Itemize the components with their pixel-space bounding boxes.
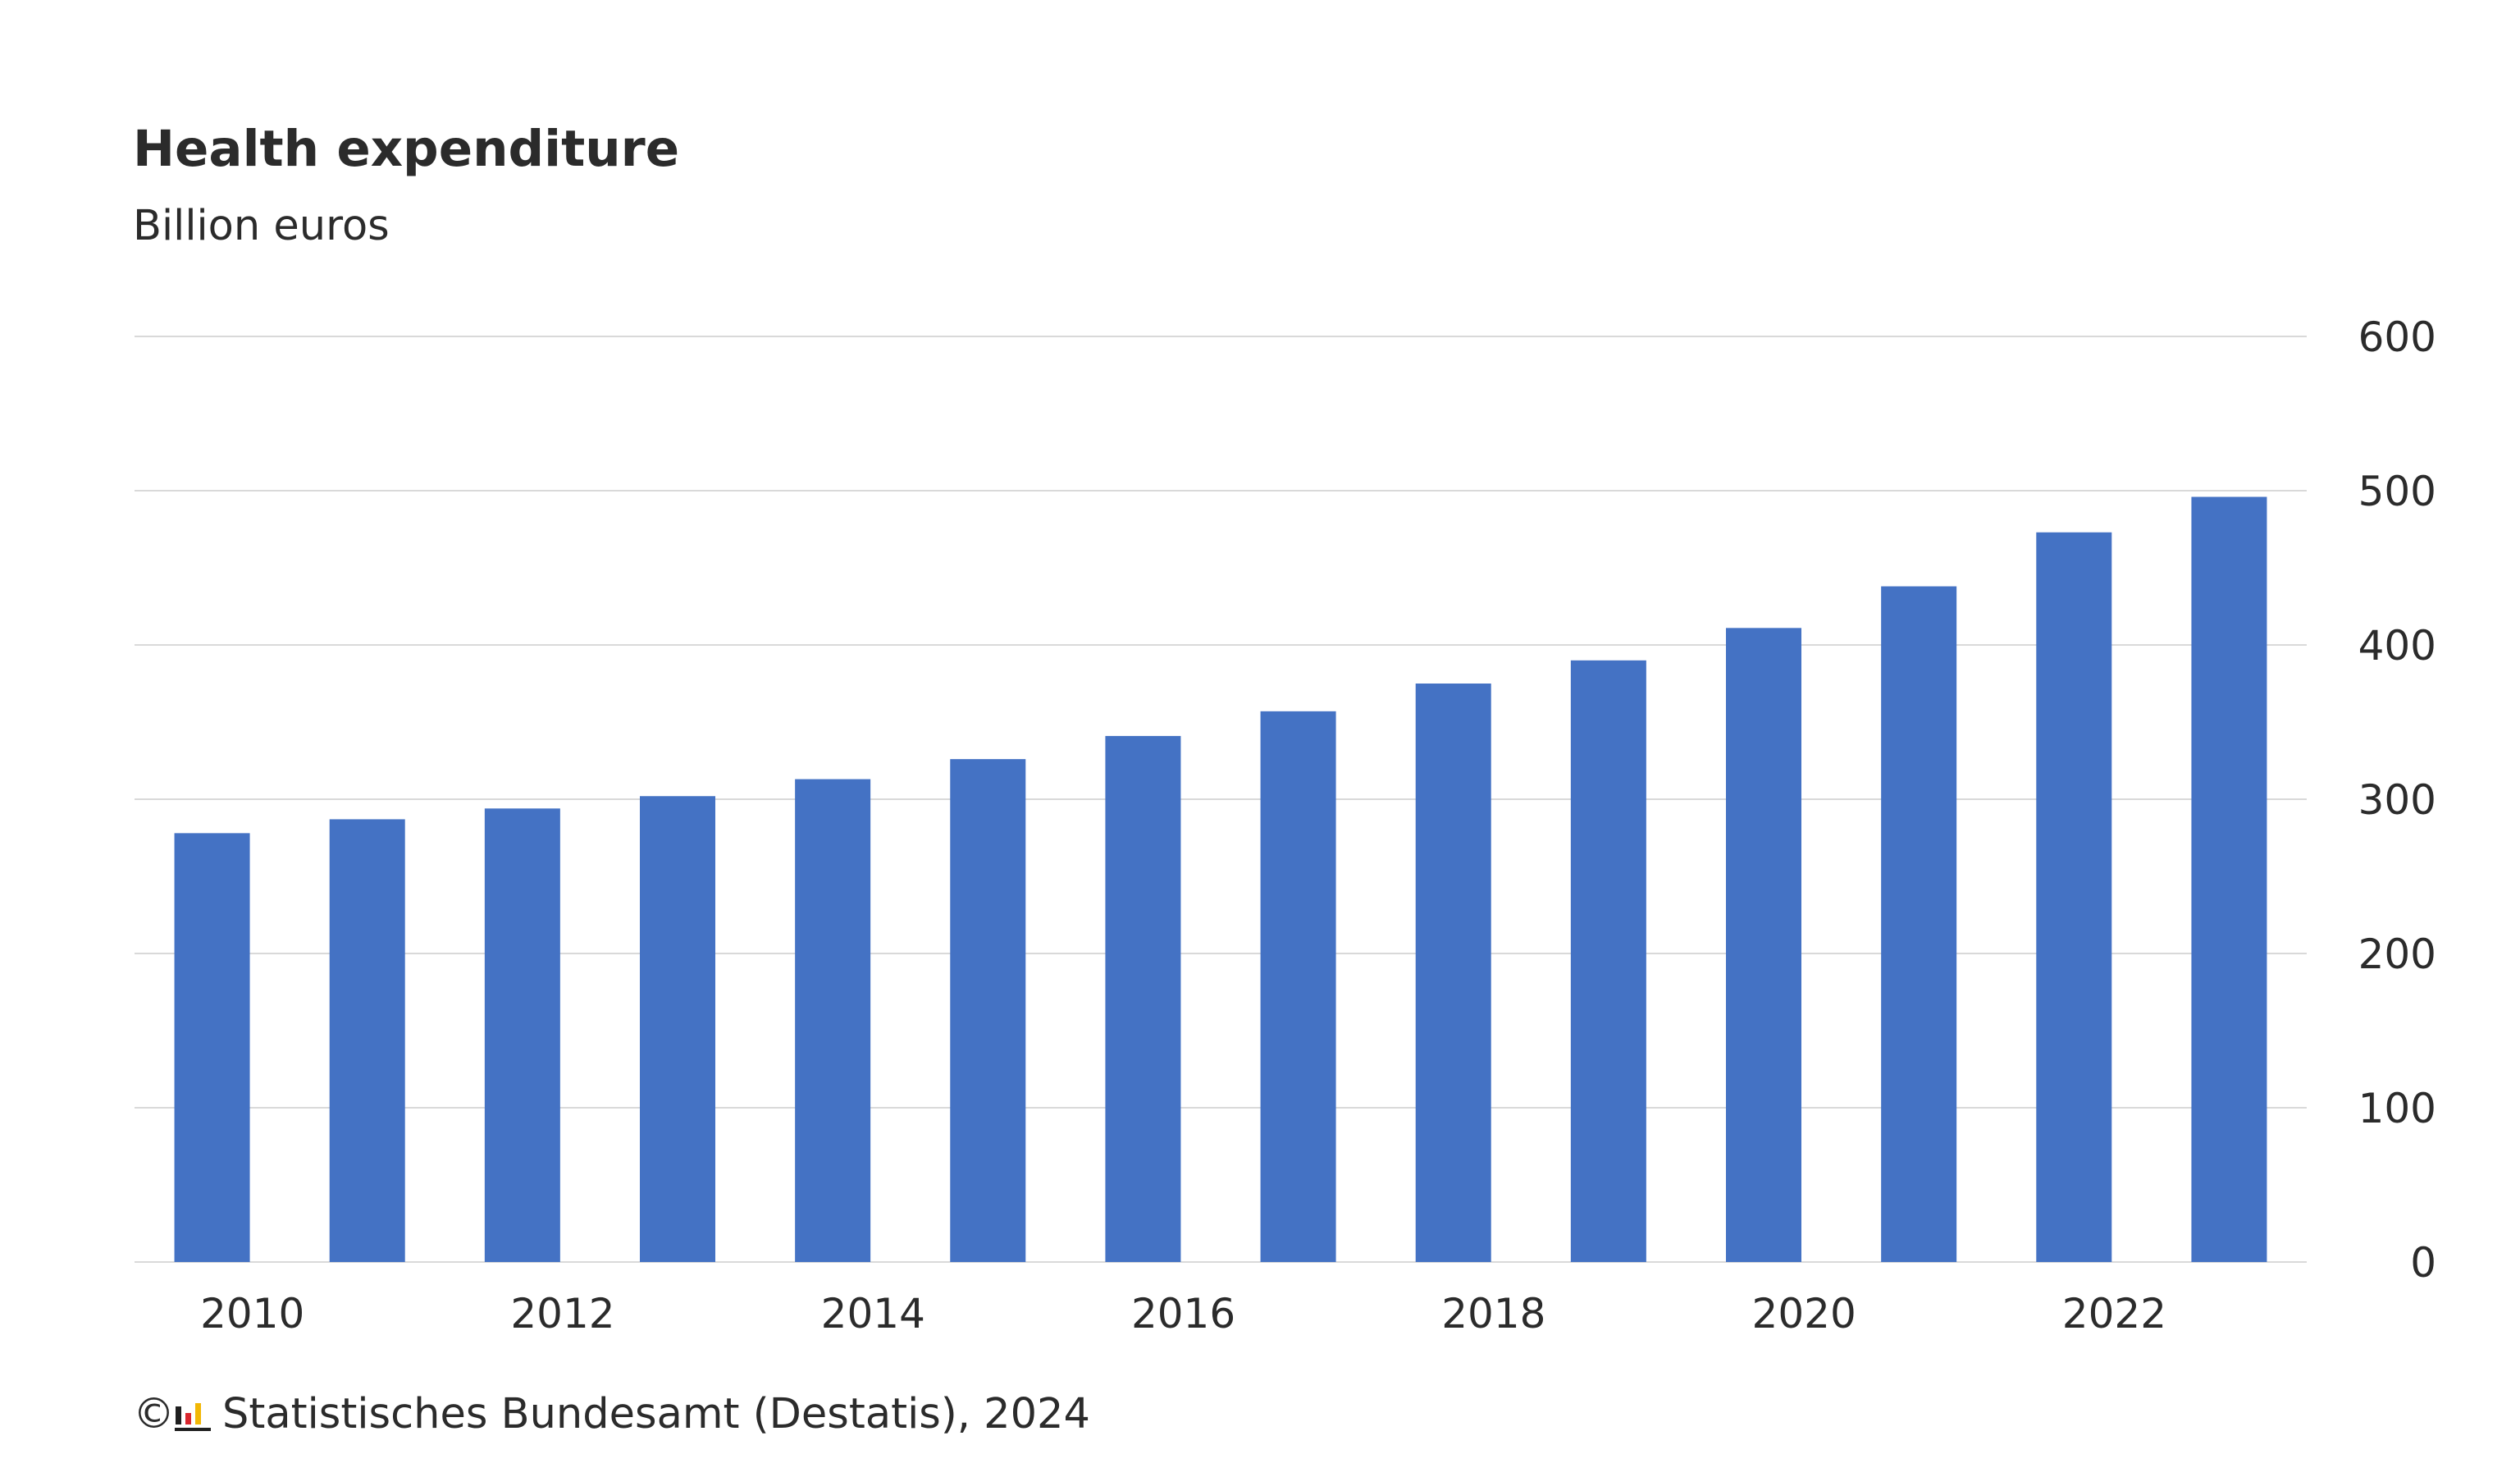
y-axis-ticks: 0 100 200 300 400 500 600: [2358, 313, 2436, 1287]
bar-2016: [1260, 711, 1336, 1262]
bar-2010: [329, 819, 405, 1262]
bars: [174, 496, 2267, 1262]
bar-2018: [1570, 660, 1646, 1262]
y-tick-label: 0: [2410, 1239, 2436, 1287]
x-axis-ticks: 2010 2012 2014 2016 2018 2020 2022: [200, 1290, 2166, 1338]
bar-2019: [1726, 628, 1801, 1262]
bar-2015: [1105, 735, 1181, 1262]
bar-2009: [174, 833, 250, 1262]
x-tick-label: 2022: [2062, 1290, 2166, 1338]
bar-2013: [795, 779, 871, 1262]
x-tick-label: 2020: [1752, 1290, 1856, 1338]
y-tick-label: 600: [2358, 313, 2436, 361]
bar-2021: [2036, 532, 2112, 1262]
source-text: Statistisches Bundesamt (Destatis), 2024: [222, 1390, 1090, 1438]
x-tick-label: 2016: [1131, 1290, 1235, 1338]
grid-lines: [135, 336, 2307, 1263]
source-footer: © Statistisches Bundesamt (Destatis), 20…: [133, 1390, 1090, 1438]
bar-2022: [2191, 496, 2267, 1262]
y-tick-label: 400: [2358, 622, 2436, 670]
x-tick-label: 2014: [821, 1290, 925, 1338]
destatis-logo-icon: [175, 1402, 211, 1431]
bar-2020: [1881, 586, 1957, 1262]
y-tick-label: 500: [2358, 468, 2436, 515]
x-tick-label: 2012: [510, 1290, 614, 1338]
bar-2017: [1415, 684, 1491, 1262]
chart-title: Health expenditure: [133, 120, 680, 178]
y-tick-label: 200: [2358, 931, 2436, 978]
copyright-symbol: ©: [133, 1390, 175, 1438]
x-tick-label: 2018: [1441, 1290, 1545, 1338]
bar-2011: [484, 808, 560, 1262]
chart-subtitle: Billion euros: [133, 202, 390, 250]
bar-2014: [950, 759, 1026, 1262]
y-tick-label: 300: [2358, 776, 2436, 824]
y-tick-label: 100: [2358, 1085, 2436, 1132]
bar-2012: [640, 796, 715, 1262]
x-tick-label: 2010: [200, 1290, 304, 1338]
